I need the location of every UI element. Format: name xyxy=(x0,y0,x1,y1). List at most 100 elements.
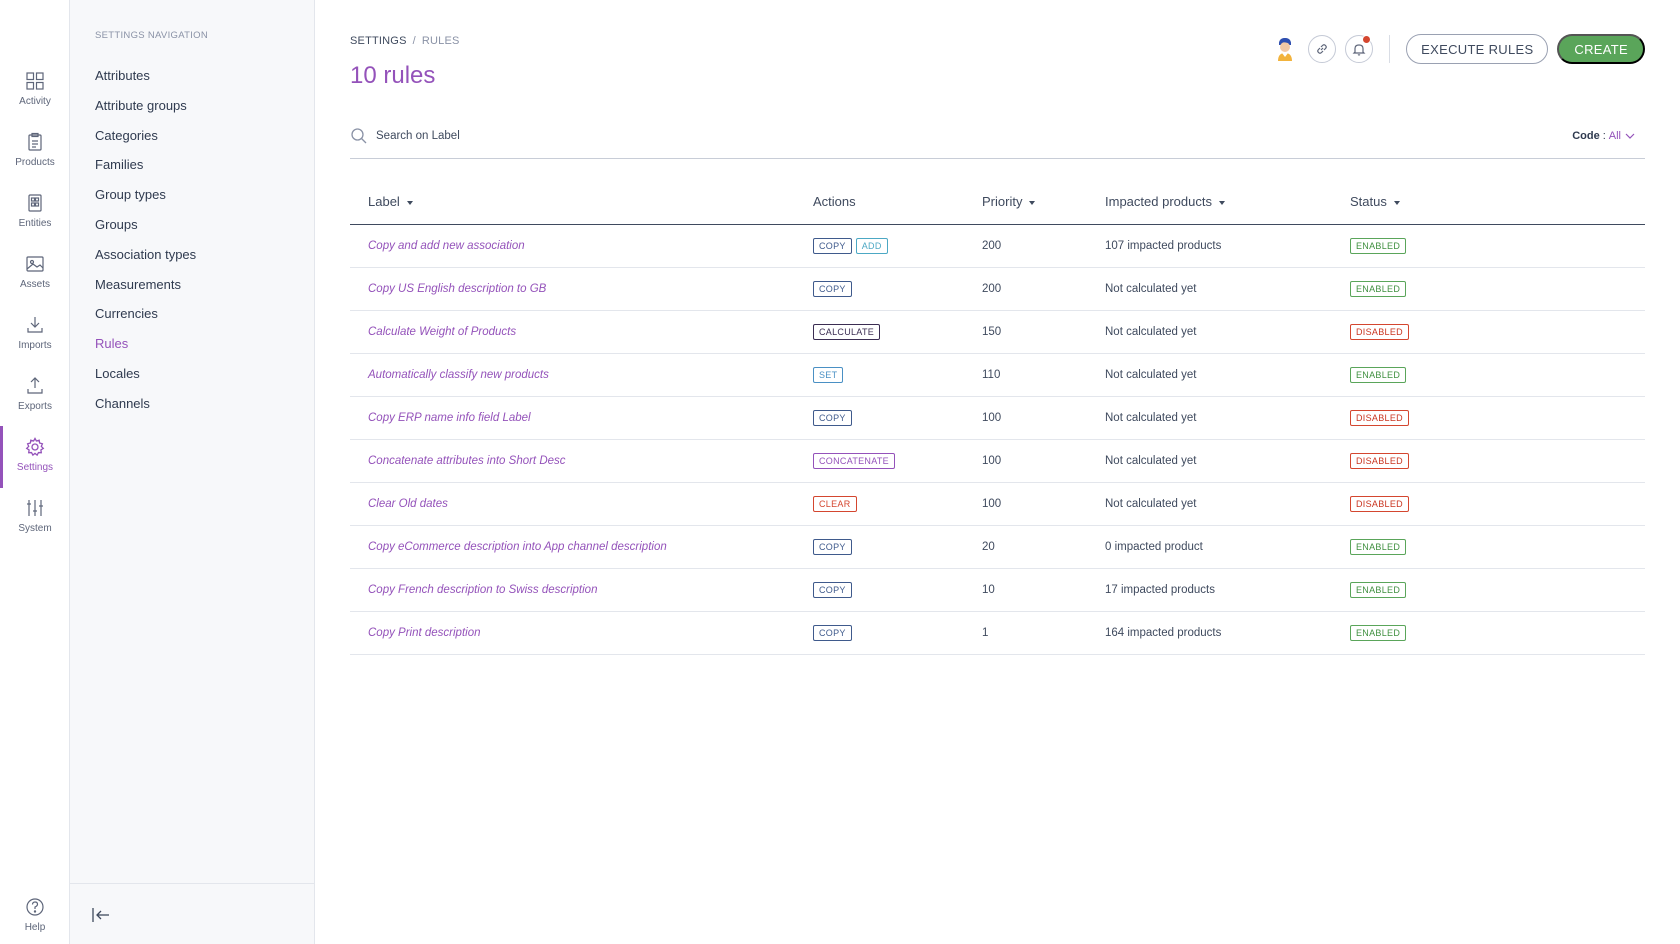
table-row[interactable]: Copy ERP name info field Label COPY 100 … xyxy=(350,396,1645,440)
rail-item-settings[interactable]: Settings xyxy=(0,426,70,488)
rule-label[interactable]: Copy eCommerce description into App chan… xyxy=(350,525,813,569)
rail-item-help[interactable]: Help xyxy=(0,886,70,942)
status-badge: ENABLED xyxy=(1350,624,1407,641)
rule-label[interactable]: Concatenate attributes into Short Desc xyxy=(350,439,813,483)
table-row[interactable]: Copy US English description to GB COPY 2… xyxy=(350,267,1645,311)
collapse-panel-icon[interactable] xyxy=(90,905,112,925)
entities-icon xyxy=(24,192,46,214)
rail-item-entities[interactable]: Entities xyxy=(0,182,70,238)
rule-impacted-products: Not calculated yet xyxy=(1105,353,1350,397)
search-icon xyxy=(350,127,368,145)
rule-label[interactable]: Automatically classify new products xyxy=(350,353,813,397)
rail-item-imports[interactable]: Imports xyxy=(0,304,70,360)
subnav-item-families[interactable]: Families xyxy=(95,157,144,173)
rail-item-assets[interactable]: Assets xyxy=(0,243,70,299)
status-badge: ENABLED xyxy=(1350,237,1407,254)
rule-priority: 100 xyxy=(982,439,1105,483)
rule-status: ENABLED xyxy=(1350,353,1645,397)
action-tag: CLEAR xyxy=(813,495,857,512)
action-tag: CONCATENATE xyxy=(813,452,895,469)
clipboard-icon xyxy=(24,131,46,153)
status-badge: DISABLED xyxy=(1350,409,1409,426)
help-center-button[interactable] xyxy=(1308,35,1337,63)
subnav-item-association-types[interactable]: Association types xyxy=(95,246,197,262)
subnav-item-categories[interactable]: Categories xyxy=(95,127,158,143)
table-row[interactable]: Copy Print description COPY 1 164 impact… xyxy=(350,611,1645,655)
sort-caret-icon xyxy=(1218,200,1225,205)
status-badge: ENABLED xyxy=(1350,280,1407,297)
settings-navigation-footer xyxy=(70,883,315,944)
subnav-item-locales[interactable]: Locales xyxy=(95,365,140,381)
status-badge: DISABLED xyxy=(1350,323,1409,340)
column-header-priority[interactable]: Priority xyxy=(982,180,1105,225)
breadcrumb-settings[interactable]: SETTINGS xyxy=(350,35,407,47)
rule-label[interactable]: Copy French description to Swiss descrip… xyxy=(350,568,813,612)
subnav-item-attributes[interactable]: Attributes xyxy=(95,68,150,83)
rule-priority: 20 xyxy=(982,525,1105,569)
table-row[interactable]: Copy French description to Swiss descrip… xyxy=(350,568,1645,612)
rail-item-label: Entities xyxy=(18,217,52,229)
subnav-item-groups[interactable]: Groups xyxy=(95,216,138,232)
rule-impacted-products: Not calculated yet xyxy=(1105,310,1350,354)
rule-status: ENABLED xyxy=(1350,224,1645,268)
rail-item-exports[interactable]: Exports xyxy=(0,365,70,421)
rule-status: ENABLED xyxy=(1350,611,1645,655)
image-icon xyxy=(24,253,46,275)
gear-icon xyxy=(24,436,46,458)
subnav-item-channels[interactable]: Channels xyxy=(95,395,150,411)
column-header-status[interactable]: Status xyxy=(1350,180,1645,225)
action-tag: COPY xyxy=(813,237,852,254)
code-filter[interactable]: Code: All xyxy=(1572,130,1635,142)
bell-icon xyxy=(1352,44,1366,56)
subnav-item-attribute-groups[interactable]: Attribute groups xyxy=(95,97,187,113)
rule-priority: 150 xyxy=(982,310,1105,354)
rule-impacted-products: 107 impacted products xyxy=(1105,224,1350,268)
sort-caret-icon xyxy=(1393,200,1400,205)
main-content: SETTINGS / RULES 10 rules EXECUTE RULES CR… xyxy=(315,0,1680,944)
subnav-item-group-types[interactable]: Group types xyxy=(95,187,166,203)
notifications-button[interactable] xyxy=(1345,35,1374,63)
rule-priority: 1 xyxy=(982,611,1105,655)
rule-label[interactable]: Copy US English description to GB xyxy=(350,267,813,311)
subnav-item-currencies[interactable]: Currencies xyxy=(95,306,158,322)
action-tag: COPY xyxy=(813,538,852,555)
sliders-icon xyxy=(24,497,46,519)
rule-actions: COPY xyxy=(813,267,982,311)
user-avatar[interactable] xyxy=(1271,35,1299,63)
top-toolbar: EXECUTE RULES CREATE xyxy=(1271,34,1645,64)
rail-item-label: Assets xyxy=(19,278,50,290)
rule-actions: CONCATENATE xyxy=(813,439,982,483)
table-row[interactable]: Concatenate attributes into Short Desc C… xyxy=(350,439,1645,483)
rule-label[interactable]: Copy and add new association xyxy=(350,224,813,268)
search-input[interactable] xyxy=(376,125,976,147)
subnav-item-rules[interactable]: Rules xyxy=(95,336,129,352)
rule-status: DISABLED xyxy=(1350,310,1645,354)
rail-item-system[interactable]: System xyxy=(0,487,70,543)
rule-status: DISABLED xyxy=(1350,439,1645,483)
table-row[interactable]: Automatically classify new products SET … xyxy=(350,353,1645,397)
main-menu-rail: Activity Products Entities Assets Import… xyxy=(0,0,70,944)
column-header-impacted-products[interactable]: Impacted products xyxy=(1105,180,1350,225)
rule-label[interactable]: Calculate Weight of Products xyxy=(350,310,813,354)
table-row[interactable]: Copy eCommerce description into App chan… xyxy=(350,525,1645,569)
rail-item-activity[interactable]: Activity xyxy=(0,60,70,116)
chevron-down-icon xyxy=(1625,133,1635,139)
execute-rules-button[interactable]: EXECUTE RULES xyxy=(1406,34,1549,64)
column-header-label[interactable]: Label xyxy=(350,180,813,225)
rule-label[interactable]: Clear Old dates xyxy=(350,482,813,526)
help-icon xyxy=(24,896,46,918)
subnav-item-measurements[interactable]: Measurements xyxy=(95,276,181,292)
code-filter-value: All xyxy=(1608,130,1621,142)
rail-item-label: Settings xyxy=(16,461,54,473)
table-row[interactable]: Clear Old dates CLEAR 100 Not calculated… xyxy=(350,482,1645,526)
rail-item-products[interactable]: Products xyxy=(0,121,70,177)
create-button[interactable]: CREATE xyxy=(1557,34,1645,64)
rule-label[interactable]: Copy Print description xyxy=(350,611,813,655)
download-icon xyxy=(24,314,46,336)
rule-label[interactable]: Copy ERP name info field Label xyxy=(350,396,813,440)
table-row[interactable]: Calculate Weight of Products CALCULATE 1… xyxy=(350,310,1645,354)
table-row[interactable]: Copy and add new association COPY ADD 200… xyxy=(350,224,1645,268)
rule-actions: CLEAR xyxy=(813,482,982,526)
table-header-row: Label Actions Priority Impacted products… xyxy=(350,180,1645,225)
action-tag: COPY xyxy=(813,581,852,598)
